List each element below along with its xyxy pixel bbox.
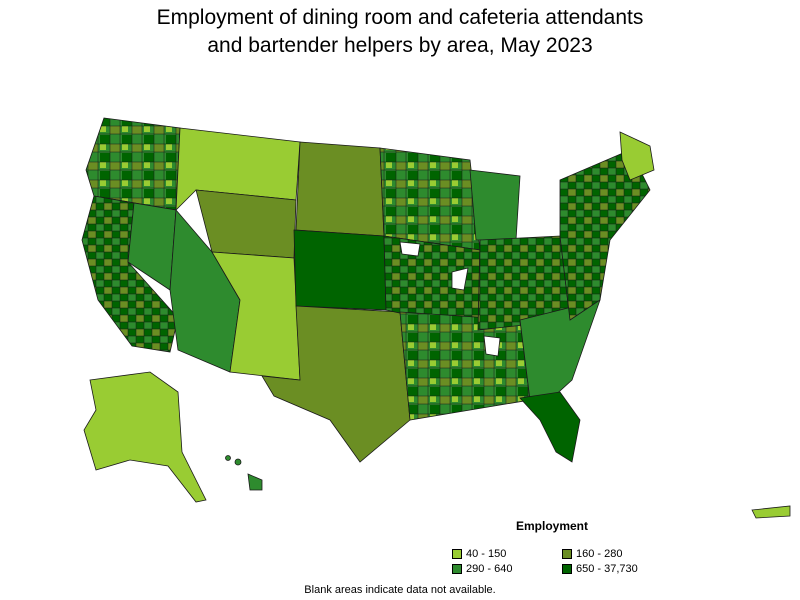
region-deep-south bbox=[399, 311, 531, 421]
title-line-1: Employment of dining room and cafeteria … bbox=[156, 6, 644, 29]
legend-swatch bbox=[562, 564, 572, 574]
legend-swatch bbox=[452, 549, 462, 559]
footnote: Blank areas indicate data not available. bbox=[304, 584, 496, 596]
legend-item: 650 - 37,730 bbox=[562, 562, 672, 576]
region-wyoming bbox=[195, 189, 297, 259]
legend-label: 160 - 280 bbox=[576, 548, 623, 560]
title-line-2: and bartender helpers by area, May 2023 bbox=[207, 34, 593, 57]
legend-label: 290 - 640 bbox=[466, 563, 513, 575]
legend-swatch bbox=[452, 564, 462, 574]
legend-swatch bbox=[562, 549, 572, 559]
legend-label: 40 - 150 bbox=[466, 548, 507, 560]
map-title: Employment of dining room and cafeteria … bbox=[0, 4, 800, 60]
region-puerto-rico bbox=[751, 505, 791, 519]
blank-area bbox=[483, 335, 501, 357]
legend-item: 40 - 150 bbox=[452, 547, 562, 561]
map-regions bbox=[81, 117, 791, 519]
blank-area bbox=[399, 241, 421, 257]
region-hawaii-island bbox=[225, 455, 231, 461]
legend-label: 650 - 37,730 bbox=[576, 563, 638, 575]
region-plains bbox=[293, 229, 387, 311]
legend-title: Employment bbox=[516, 519, 589, 533]
region-hawaii bbox=[247, 473, 263, 491]
region-dakotas bbox=[295, 141, 385, 237]
legend-entries: 40 - 150 160 - 280 290 - 640 650 - 37,73… bbox=[452, 547, 682, 576]
map-legend: Employment 40 - 150 160 - 280 290 - 640 … bbox=[452, 519, 682, 576]
region-maine bbox=[619, 131, 655, 181]
region-upper-midwest bbox=[379, 147, 481, 251]
region-michigan bbox=[469, 169, 521, 241]
region-florida bbox=[519, 391, 581, 463]
legend-item: 290 - 640 bbox=[452, 562, 562, 576]
legend-item: 160 - 280 bbox=[562, 547, 672, 561]
blank-area bbox=[451, 267, 469, 291]
region-hawaii-island bbox=[234, 458, 242, 466]
region-alaska bbox=[83, 371, 207, 503]
region-pacific-northwest bbox=[85, 117, 181, 211]
